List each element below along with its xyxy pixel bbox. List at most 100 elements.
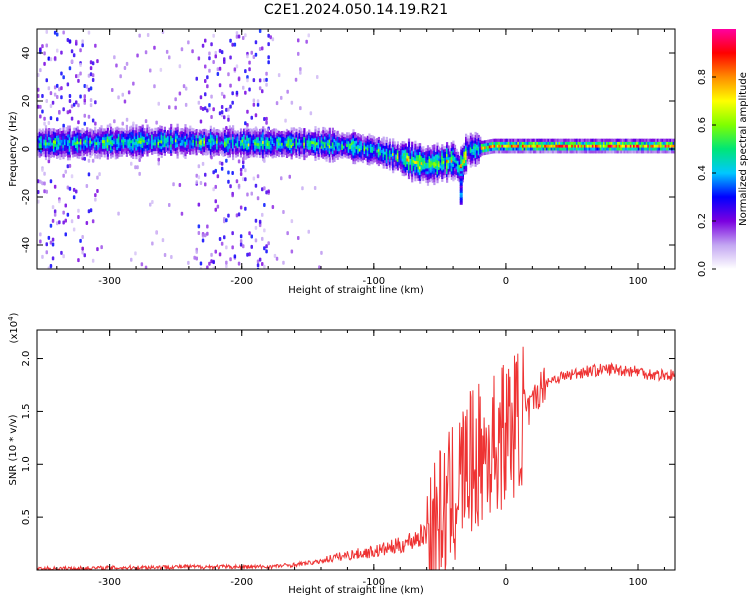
spectrogram-cell (211, 151, 214, 156)
spectrogram-cell (669, 144, 672, 148)
spectrogram-cells (37, 29, 675, 269)
spectrogram-cell (76, 155, 79, 159)
spectrogram-cell (575, 138, 579, 142)
spectrogram-cell (263, 128, 266, 132)
spectrogram-cell (591, 141, 594, 145)
spectrogram-cell (73, 147, 76, 151)
spectrogram-cell (54, 129, 57, 133)
spectrogram-cell (335, 151, 338, 156)
spectrogram-cell (210, 42, 213, 47)
spectrogram-cell (547, 150, 550, 154)
spectrogram-cell (320, 131, 323, 135)
spectrogram-cell (420, 158, 423, 163)
spectrogram-cell (553, 150, 556, 154)
spectrogram-cell (285, 146, 289, 150)
spectrogram-cell (95, 144, 98, 148)
spectrogram-cell (606, 147, 609, 151)
spectrogram-cell (299, 70, 302, 75)
spectrogram-cell (182, 84, 186, 89)
snr-panel: -300 -200 -100 0 100 0.51.01.52.0 Height of … (7, 312, 676, 596)
spectrogram-cell (106, 153, 109, 157)
spectrogram-cell (81, 145, 84, 149)
spectrogram-cell (517, 150, 520, 154)
spectrogram-cell (626, 141, 629, 145)
spectrogram-cell (607, 144, 610, 148)
spectrogram-cell (125, 136, 128, 140)
spectrogram-cell (289, 146, 292, 150)
spectrogram-cell (307, 33, 310, 38)
spectrogram-cell (235, 140, 238, 144)
spectrogram-cell (124, 135, 127, 139)
spectrogram-cell (298, 138, 301, 142)
spectrogram-cell (214, 152, 217, 156)
spectrogram-cell (346, 140, 349, 145)
spectrogram-cell (526, 147, 529, 151)
spectrogram-cell (361, 145, 365, 149)
spectrogram-cell (274, 151, 277, 155)
spectrogram-cell (176, 152, 179, 156)
spectrogram-cell (411, 179, 414, 183)
spectrogram-cell (243, 151, 246, 155)
spectrogram-cell (331, 153, 334, 157)
spectrogram-cell (303, 151, 306, 155)
spectrogram-cell (474, 146, 477, 150)
spectrogram-cell (490, 142, 493, 146)
spectrogram-cell (577, 147, 580, 151)
spectrogram-cell (220, 50, 224, 55)
spectrogram-cell (122, 131, 125, 135)
spectrogram-cell (419, 146, 422, 150)
spectrogram-cell (75, 130, 78, 134)
spectrogram-cell (411, 153, 414, 157)
spectrogram-cell (639, 138, 642, 142)
spectrogram-cell (461, 164, 464, 168)
spectrogram-cell (571, 150, 574, 154)
spectrogram-cell (197, 202, 201, 207)
spectrogram-cell (579, 144, 582, 148)
spectrogram-cell (62, 133, 65, 137)
spectrogram-cell (446, 159, 449, 163)
spectrogram-cell (116, 152, 119, 156)
spectrogram-cell (238, 140, 241, 144)
spectrogram-cell (160, 137, 163, 141)
spectrogram-cell (46, 139, 49, 143)
spectrogram-cell (132, 141, 135, 145)
spectrogram-cell (263, 246, 266, 251)
spectrogram-cell (381, 161, 384, 165)
spectrogram-cell (439, 165, 442, 169)
spectrogram-cell (254, 238, 258, 243)
spectrogram-cell (193, 150, 197, 154)
spectrogram-cell (179, 139, 182, 143)
spectrogram-cell (198, 146, 201, 150)
spectrogram-cell (141, 127, 144, 131)
spectrogram-cell (168, 127, 171, 131)
spectrogram-cell (320, 134, 323, 138)
spectrogram-cell (58, 199, 61, 204)
spectrogram-cell (241, 142, 244, 146)
spectrogram-cell (155, 150, 159, 154)
spectrogram-cell (73, 153, 76, 157)
spectrogram-cell (290, 141, 293, 145)
spectrogram-cell (262, 132, 265, 136)
spectrogram-cell (193, 138, 197, 142)
spectrogram-cell (227, 149, 230, 153)
spectrogram-cell (661, 141, 664, 145)
spectrogram-cell (160, 125, 163, 130)
spectrogram-cell (309, 148, 312, 153)
spectrogram-cell (568, 150, 571, 154)
spectrogram-cell (143, 128, 146, 132)
spectrogram-cell (491, 147, 495, 151)
spectrogram-cell (468, 138, 471, 142)
spectrogram-cell (243, 128, 246, 132)
spectrogram-cell (168, 133, 171, 137)
spectrogram-cell (371, 155, 374, 159)
spectrogram-cell (160, 154, 163, 158)
spectrogram-cell (580, 150, 583, 154)
spectrogram-cell (323, 142, 327, 146)
spectrogram-cell (44, 148, 48, 152)
spectrogram-cell (452, 155, 455, 159)
spectrogram-cell (71, 139, 75, 144)
spectrogram-cell (598, 147, 601, 151)
spectrogram-cell (266, 145, 269, 149)
spectrogram-cell (81, 43, 84, 48)
spectrogram-cell (385, 136, 388, 141)
